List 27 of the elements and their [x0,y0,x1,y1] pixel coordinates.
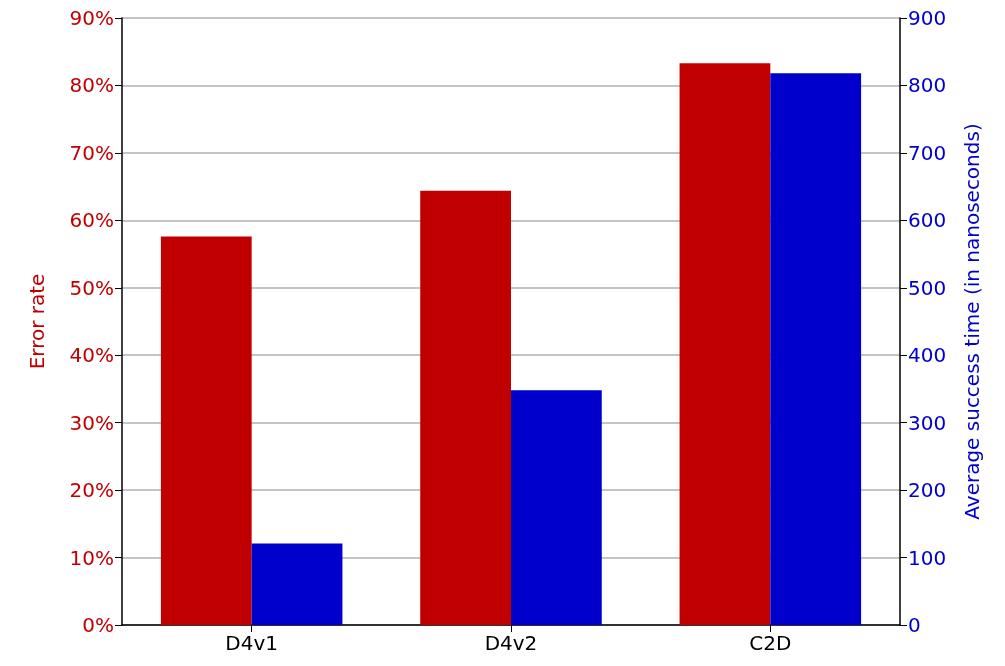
x-tick-label: D4v1 [225,631,279,655]
y2-tick-label: 800 [908,73,947,98]
y2-tick-label: 300 [908,410,947,435]
y2-tick-label: 0 [908,613,921,637]
y2-tick-label: 600 [908,208,947,233]
y-tick-label: 20% [69,478,114,503]
x-tick-label: D4v2 [484,631,538,655]
y2-tick-label: 400 [908,343,947,368]
bar [160,236,252,625]
y-tick-label: 10% [69,545,114,570]
y2-tick-label: 100 [908,545,947,570]
y-tick-label: 50% [69,275,114,300]
y-tick-label: 70% [69,140,114,165]
y-tick-label: 60% [69,208,114,233]
y2-tick-label: 900 [908,6,947,30]
bar [251,543,343,625]
y-tick-label: 80% [69,73,114,98]
y-tick-label: 0% [82,613,114,637]
y-axis-title: Error rate [25,273,49,370]
y-tick-label: 40% [69,343,114,368]
y2-tick-label: 500 [908,275,947,300]
y-tick-label: 30% [69,410,114,435]
x-tick-label: C2D [749,631,792,655]
y-tick-label: 90% [69,6,114,30]
y2-axis-title: Average success time (in nanoseconds) [960,123,984,520]
y2-tick-label: 700 [908,140,947,165]
y2-tick-label: 200 [908,478,947,503]
